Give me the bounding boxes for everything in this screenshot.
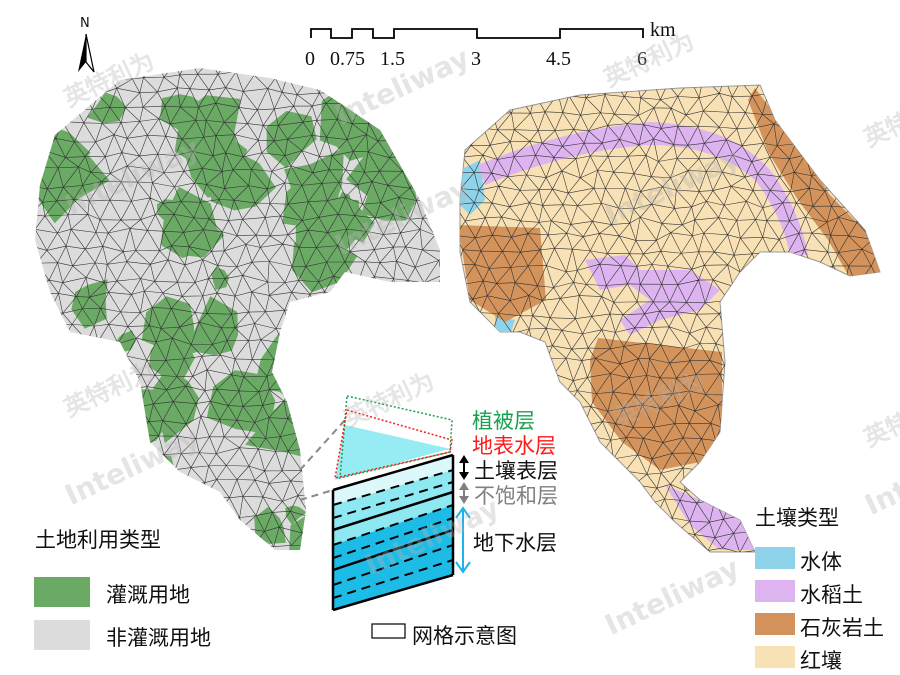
legend-label: 水体: [800, 550, 842, 574]
paddy-soil-region: [478, 122, 808, 255]
scale-tick-label: 0: [305, 48, 315, 70]
grid-diagram: [299, 395, 471, 639]
scale-unit: km: [650, 19, 676, 41]
irrigated-patch: [291, 223, 358, 293]
legend-label: 灌溉用地: [106, 583, 190, 607]
irrigated-patch: [35, 68, 59, 101]
layer-label-unsaturated: 不饱和层: [474, 484, 558, 508]
legend-swatch-paddy: [755, 580, 795, 602]
irrigated-patch: [41, 401, 93, 444]
irrigated-patch: [295, 401, 339, 451]
legend-label: 红壤: [800, 649, 842, 673]
layer-label-surface-water: 地表水层: [472, 434, 556, 458]
irrigated-patch: [347, 355, 417, 434]
legend-swatch-water: [755, 547, 795, 569]
irrigated-patch: [326, 321, 389, 390]
scale-bar: [310, 28, 644, 39]
water-body-region: [460, 160, 485, 215]
irrigated-patch: [103, 379, 137, 412]
legend-swatch-red-soil: [755, 646, 795, 668]
irrigated-patch: [47, 358, 122, 445]
scale-tick-label: 3: [471, 48, 481, 70]
layer-label-groundwater: 地下水层: [473, 531, 557, 555]
irrigated-patch: [376, 360, 408, 394]
irrigated-patch: [308, 486, 329, 517]
scale-tick-label: 1.5: [380, 48, 405, 70]
legend-label: 石灰岩土: [800, 616, 884, 640]
irrigated-patch: [279, 333, 346, 415]
soil-legend-title: 土壤类型: [755, 506, 839, 530]
irrigated-patch: [149, 335, 195, 380]
limestone-soil-region: [590, 338, 722, 470]
layer-label-topsoil: 土壤表层: [474, 459, 558, 483]
irrigated-patch: [61, 360, 97, 400]
legend-swatch-non-irrigated: [34, 620, 90, 650]
scale-tick-label: 6: [637, 48, 647, 70]
irrigated-patch: [279, 338, 340, 413]
grid-diagram-caption: 网格示意图: [412, 624, 517, 648]
layer-arrows-icon: [455, 455, 471, 574]
legend-swatch-irrigated: [34, 577, 90, 607]
limestone-soil-region: [748, 88, 880, 278]
scale-tick-label: 4.5: [546, 48, 571, 70]
layer-label-vegetation: 植被层: [472, 409, 535, 433]
irrigated-patch: [414, 284, 440, 318]
irrigated-patch: [165, 217, 198, 245]
legend-label: 水稻土: [800, 583, 863, 607]
north-arrow-icon: [78, 33, 95, 73]
grid-legend-swatch: [371, 623, 406, 639]
land-use-legend-title: 土地利用类型: [35, 528, 161, 552]
legend-swatch-limestone: [755, 613, 795, 635]
north-label: N: [80, 16, 90, 31]
irrigated-patch: [71, 279, 108, 329]
irrigated-patch: [42, 459, 61, 484]
irrigated-patch: [282, 170, 342, 238]
scale-tick-label: 0.75: [330, 48, 365, 70]
irrigated-patch: [153, 366, 199, 444]
legend-label: 非灌溉用地: [106, 626, 211, 650]
